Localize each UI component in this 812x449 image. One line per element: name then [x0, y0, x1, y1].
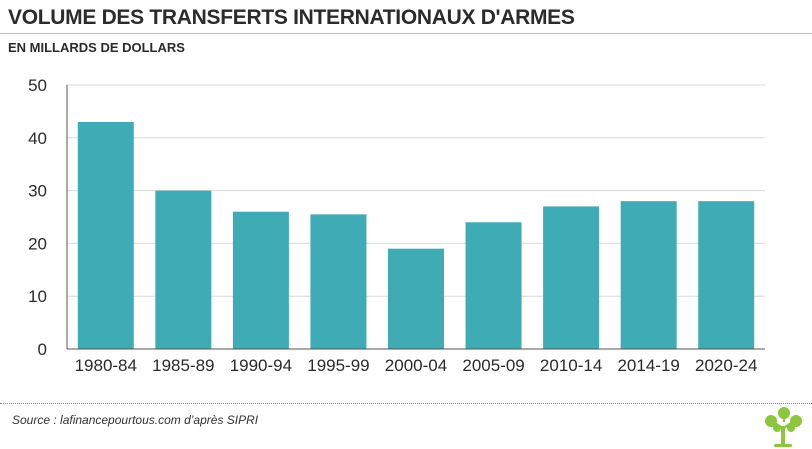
tree-icon	[765, 407, 802, 447]
bar	[620, 201, 677, 349]
y-tick-label: 40	[28, 129, 47, 148]
x-tick-label: 2014-19	[617, 356, 679, 375]
y-tick-label: 0	[38, 340, 47, 359]
source-divider	[0, 403, 812, 404]
bar	[77, 121, 134, 350]
x-tick-label: 1990-94	[230, 356, 292, 375]
bar	[310, 214, 367, 349]
x-tick-label: 1995-99	[307, 356, 369, 375]
x-tick-label: 2005-09	[462, 356, 524, 375]
y-tick-label: 10	[28, 287, 47, 306]
bar	[155, 190, 212, 349]
x-tick-label: 2020-24	[695, 356, 757, 375]
y-tick-label: 50	[28, 76, 47, 95]
y-tick-label: 30	[28, 182, 47, 201]
title-divider	[0, 33, 812, 34]
bar-chart: 0 10 20 30 40 50 1980-84 1985-89 1990-94 1995-99…	[28, 76, 765, 375]
x-axis-ticks: 1980-84 1985-89 1990-94 1995-99 2000-04 2005-…	[75, 356, 758, 375]
source-note: Source : lafinancepourtous.com d’après S…	[12, 413, 259, 427]
chart-subtitle: EN MILLARDS DE DOLLARS	[8, 40, 185, 55]
chart-title: VOLUME DES TRANSFERTS INTERNATIONAUX D'A…	[8, 6, 575, 29]
bar	[465, 222, 522, 349]
bar	[232, 211, 289, 349]
x-tick-label: 2010-14	[540, 356, 602, 375]
x-tick-label: 1980-84	[75, 356, 137, 375]
x-tick-label: 2000-04	[385, 356, 447, 375]
x-tick-label: 1985-89	[152, 356, 214, 375]
bars	[77, 121, 755, 350]
y-axis-ticks: 0 10 20 30 40 50	[28, 76, 47, 359]
bar	[698, 201, 755, 349]
y-tick-label: 20	[28, 234, 47, 253]
bar	[543, 206, 600, 349]
bar	[388, 248, 444, 349]
